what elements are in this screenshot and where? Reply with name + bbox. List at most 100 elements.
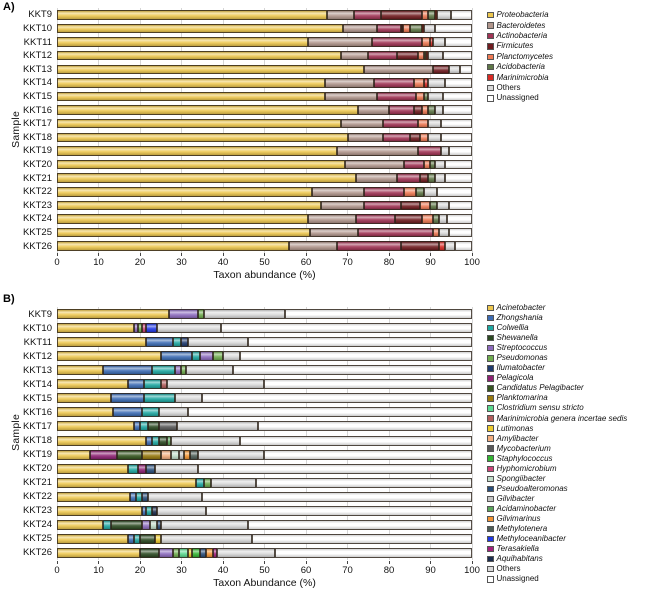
legend-item-actinobacteria: Actinobacteria: [487, 31, 553, 41]
bar-row-kkt17: [57, 118, 472, 129]
bar-segment-firmicutes: [401, 241, 439, 251]
legend-label-firmicutes: Firmicutes: [496, 41, 534, 51]
bar-segment-hyphomicrobium: [142, 323, 147, 334]
legend-item-aquihabitans: Aquihabitans: [487, 554, 627, 564]
bar-segment-colwellia: [152, 365, 176, 376]
bar-segment-others: [154, 463, 199, 474]
legend-swatch-pseudoalteromonas: [487, 485, 494, 493]
bar-segment-acinetobacter: [57, 491, 130, 502]
bar-row-kkt17: [57, 421, 472, 432]
panel-a-label: A): [3, 1, 15, 13]
y-tick-label-kkt10: KKT10: [22, 22, 52, 34]
gridline-90: [430, 307, 431, 560]
bar-segment-proteobacteria: [57, 105, 358, 115]
bar-segment-actinobacteria: [368, 50, 398, 61]
bar-row-kkt11: [57, 37, 472, 47]
bar-segment-actinobacteria: [364, 187, 404, 197]
x-tick-label-90: 90: [425, 565, 436, 576]
bar-segment-streptococcus: [142, 519, 151, 530]
y-tick-label-kkt9: KKT9: [28, 308, 52, 320]
bar-segment-acinetobacter: [57, 379, 128, 390]
bar-row-kkt10: [57, 323, 472, 334]
bar-segment-planctomycetes: [422, 37, 431, 47]
bar-segment-zhongshania: [110, 393, 145, 404]
legend-label-staphylococcus: Staphylococcus: [496, 453, 553, 463]
bar-segment-unassigned: [233, 365, 472, 376]
bar-segment-marinimicrobia: [430, 37, 433, 47]
bar-segment-acinetobacter: [57, 351, 161, 362]
bar-segment-shewanella: [140, 547, 159, 558]
x-tick-label-80: 80: [383, 257, 395, 268]
legend-item-marinimicrobia: Marinimicrobia: [487, 72, 553, 82]
bar-segment-streptococcus: [169, 309, 199, 320]
bar-segment-pelagicola: [90, 449, 118, 460]
legend-label-methylotenera: Methylotenera: [496, 524, 548, 534]
legend-swatch-unassigned: [487, 95, 494, 102]
bar-segment-unassigned: [239, 435, 472, 446]
bar-segment-others: [444, 241, 456, 251]
gridline-20: [139, 307, 141, 560]
legend-swatch-hyphomicrobium: [487, 465, 494, 473]
x-tick-0: [56, 253, 58, 256]
legend-label-proteobacteria: Proteobacteria: [496, 10, 549, 20]
y-tick-label-kkt25: KKT25: [22, 227, 52, 239]
x-tick-50: [264, 253, 265, 256]
bar-segment-acinetobacter: [57, 435, 147, 446]
bar-segment-proteobacteria: [57, 132, 348, 143]
legend-label-colwellia: Colwellia: [496, 323, 529, 333]
bar-segment-bacteroidetes: [357, 105, 389, 115]
bar-row-kkt16: [57, 105, 472, 115]
bar-segment-unassigned: [258, 421, 472, 432]
x-tick-60: [305, 253, 307, 256]
x-tick-40: [222, 561, 224, 564]
bar-segment-unassigned: [206, 505, 472, 516]
bar-segment-proteobacteria: [57, 23, 344, 34]
bar-segment-proteobacteria: [57, 78, 325, 88]
bar-segment-others: [222, 351, 240, 362]
legend-swatch-amylibacter: [487, 435, 494, 442]
bar-row-kkt15: [57, 91, 472, 102]
bar-segment-actinobacteria: [374, 78, 414, 88]
bar-row-kkt15: [57, 393, 472, 404]
legend-swatch-streptococcus: [487, 344, 494, 352]
legend-item-terasakiella: Terasakiella: [487, 544, 627, 554]
bar-segment-unassigned: [434, 23, 472, 34]
bar-segment-actinobacteria: [353, 10, 381, 20]
bar-segment-others: [434, 105, 443, 115]
bar-segment-colwellia: [196, 477, 205, 488]
bar-segment-pseudomonas: [212, 351, 223, 362]
bar-segment-unassigned: [447, 214, 472, 224]
bar-segment-actinobacteria: [382, 118, 419, 129]
legend-item-gilvibacter: Gilvibacter: [487, 494, 627, 504]
gridline-40: [222, 307, 224, 560]
bar-segment-actinobacteria: [382, 132, 410, 143]
bar-segment-unassigned: [202, 393, 472, 404]
bar-segment-bacteroidetes: [312, 187, 365, 197]
bar-segment-others: [171, 435, 240, 446]
bar-segment-unassigned: [445, 173, 472, 183]
legend-item-unassigned: Unassigned: [487, 93, 553, 103]
legend-swatch-firmicutes: [487, 43, 494, 50]
bar-segment-pseudomonas: [137, 323, 143, 334]
y-tick-label-kkt13: KKT13: [22, 364, 52, 376]
bar-segment-bacteroidetes: [347, 132, 383, 143]
bar-segment-pelagicola: [137, 463, 147, 474]
bar-segment-unassigned: [220, 323, 472, 334]
bar-segment-proteobacteria: [57, 118, 342, 129]
bar-segment-zhongshania: [127, 533, 134, 544]
legend-item-firmicutes: Firmicutes: [487, 41, 553, 51]
y-tick-label-kkt21: KKT21: [22, 172, 52, 184]
bar-segment-unassigned: [274, 547, 472, 558]
legend-label-actinobacteria: Actinobacteria: [496, 30, 548, 40]
bar-segment-unassigned: [264, 449, 472, 460]
x-tick-label-0: 0: [54, 565, 60, 576]
bar-row-kkt21: [57, 173, 472, 183]
legend-swatch-aquihabitans: [487, 555, 494, 563]
bar-segment-amylibacter: [160, 449, 172, 460]
bar-segment-others: [436, 10, 452, 20]
bar-segment-bacteroidetes: [308, 214, 356, 224]
bar-segment-bacteroidetes: [289, 241, 338, 251]
legend-label-zhongshania: Zhongshania: [496, 313, 543, 323]
bar-row-kkt20: [57, 159, 472, 170]
bar-segment-proteobacteria: [57, 10, 327, 20]
